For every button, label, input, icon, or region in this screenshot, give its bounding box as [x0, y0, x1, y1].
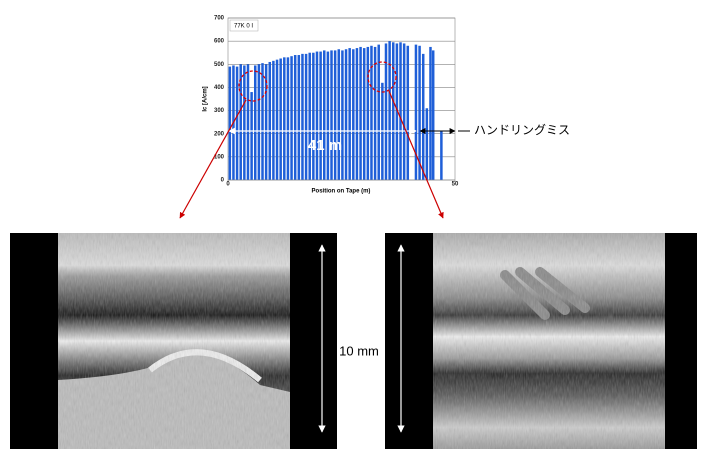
length-label: 41 m	[308, 137, 342, 154]
bar	[257, 64, 261, 180]
y-tick-label: 0	[221, 178, 225, 184]
bar	[286, 57, 290, 180]
bar	[235, 66, 239, 180]
bar	[261, 63, 264, 180]
bar	[440, 131, 443, 180]
bar	[322, 50, 326, 181]
bar	[279, 58, 282, 180]
bar	[330, 50, 333, 181]
y-tick-label: 700	[214, 16, 225, 22]
bar	[431, 50, 435, 181]
bar	[297, 55, 301, 180]
y-tick-label: 500	[214, 62, 225, 68]
micrograph-left	[10, 233, 337, 449]
bar	[333, 50, 337, 181]
bar	[304, 53, 308, 180]
bar	[272, 60, 275, 180]
bar	[268, 61, 272, 180]
bar	[388, 41, 391, 181]
x-axis-label: Position on Tape (m)	[312, 189, 371, 195]
bar	[377, 44, 380, 180]
handling-label: ハンドリングミス	[474, 123, 570, 137]
bar	[362, 48, 366, 181]
bar	[373, 46, 377, 180]
x-tick-label: 0	[226, 182, 230, 188]
y-axis-label: Ic [A/cm]	[203, 86, 209, 111]
bar	[402, 43, 406, 181]
bar	[312, 52, 315, 180]
bar	[341, 50, 344, 181]
bar	[344, 49, 348, 180]
bar	[384, 43, 388, 181]
y-tick-label: 300	[214, 108, 225, 114]
y-tick-label: 400	[214, 85, 225, 91]
bar	[301, 53, 304, 180]
bar	[275, 59, 279, 180]
scale-label: 10 mm	[339, 343, 379, 358]
bar	[243, 65, 246, 180]
bar	[414, 44, 418, 180]
bar	[429, 46, 432, 180]
defect-circle	[367, 61, 397, 93]
pointer-arrow	[388, 90, 444, 219]
bar	[326, 51, 330, 180]
y-tick-label: 100	[214, 154, 225, 160]
bar	[319, 51, 322, 180]
defect-circle	[238, 70, 268, 102]
bar	[264, 64, 268, 180]
bar	[228, 66, 232, 180]
bar	[399, 42, 402, 180]
bar	[392, 42, 395, 180]
bar	[290, 56, 293, 180]
bar	[246, 64, 250, 180]
bar	[355, 48, 359, 181]
bar	[425, 108, 429, 180]
bar	[239, 64, 242, 180]
bar	[293, 55, 297, 180]
bar	[406, 45, 410, 181]
bar	[308, 52, 311, 180]
bar	[370, 45, 373, 181]
x-tick-label: 50	[452, 182, 459, 188]
bar	[395, 43, 399, 181]
bar	[315, 51, 319, 180]
bar	[352, 49, 355, 180]
bar	[250, 92, 253, 180]
y-tick-label: 200	[214, 131, 225, 137]
y-tick-label: 600	[214, 39, 225, 45]
bar	[348, 48, 351, 181]
pointer-arrow	[179, 99, 247, 219]
bar	[418, 45, 421, 181]
label-box	[229, 19, 259, 32]
plot-frame	[227, 17, 456, 181]
bar	[421, 53, 425, 180]
bar	[253, 65, 257, 180]
bar	[337, 49, 341, 180]
bar	[366, 46, 370, 180]
bar	[283, 57, 286, 180]
micrograph-right	[385, 233, 697, 449]
bar	[359, 46, 362, 180]
chart-title: 77K 0 I	[234, 24, 253, 30]
